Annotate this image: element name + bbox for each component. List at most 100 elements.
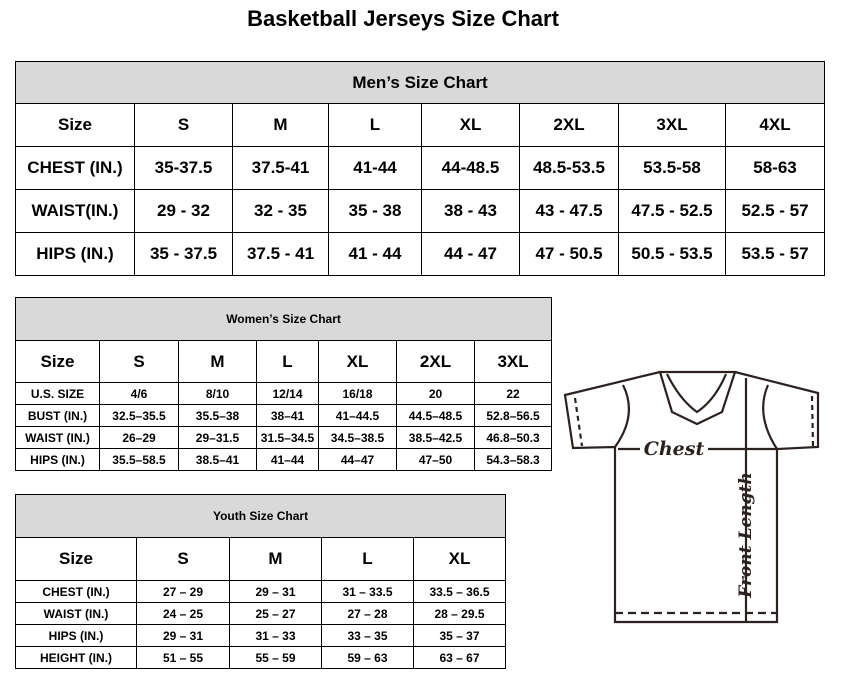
table-row: HIPS (IN.) 35 - 37.5 37.5 - 41 41 - 44 44 - … xyxy=(15,232,826,276)
column-header: 3XL xyxy=(473,340,553,383)
header-row: Size S M L XL xyxy=(15,537,507,581)
table-cell: 29–31.5 xyxy=(178,426,257,449)
table-cell: 54.3–58.3 xyxy=(473,448,553,471)
table-cell: 35 - 38 xyxy=(328,189,422,233)
column-header: XL xyxy=(318,340,397,383)
row-label: HIPS (IN.) xyxy=(15,232,135,276)
table-cell: 47–50 xyxy=(396,448,475,471)
table-row: WAIST(IN.) 29 - 32 32 - 35 35 - 38 38 - 43 43… xyxy=(15,189,826,233)
table-row: CHEST (IN.) 27 – 29 29 – 31 31 – 33.5 33.5 –… xyxy=(15,580,507,603)
table-cell: 4/6 xyxy=(99,382,179,405)
table-cell: 27 – 29 xyxy=(136,580,230,603)
table-cell: 47.5 - 52.5 xyxy=(618,189,726,233)
table-cell: 44.5–48.5 xyxy=(396,404,475,427)
row-label: U.S. SIZE xyxy=(15,382,100,405)
womens-size-table: Women’s Size Chart Size S M L XL 2XL 3XL U.S. SI… xyxy=(14,297,553,471)
row-label: CHEST (IN.) xyxy=(15,146,135,190)
table-cell: 58-63 xyxy=(724,146,826,190)
header-row: Size S M L XL 2XL 3XL xyxy=(15,340,553,383)
table-cell: 34.5–38.5 xyxy=(318,426,397,449)
table-cell: 12/14 xyxy=(256,382,319,405)
table-cell: 37.5 - 41 xyxy=(232,232,329,276)
table-cell: 25 – 27 xyxy=(229,602,322,625)
table-title: Men’s Size Chart xyxy=(14,61,826,104)
table-cell: 55 – 59 xyxy=(229,646,322,669)
table-cell: 63 – 67 xyxy=(412,646,507,669)
table-cell: 44–47 xyxy=(318,448,397,471)
column-header: 4XL xyxy=(724,103,826,147)
youth-size-table: Youth Size Chart Size S M L XL CHEST (IN.) 27 –… xyxy=(14,494,507,669)
table-cell: 52.5 - 57 xyxy=(724,189,826,233)
table-cell: 31 – 33.5 xyxy=(321,580,414,603)
column-header: L xyxy=(328,103,422,147)
mens-size-table: Men’s Size Chart Size S M L XL 2XL 3XL 4XL CHEST … xyxy=(14,61,826,276)
table-row: HIPS (IN.) 35.5–58.5 38.5–41 41–44 44–47 47–5… xyxy=(15,448,553,471)
column-header: Size xyxy=(15,340,100,383)
table-row: CHEST (IN.) 35-37.5 37.5-41 41-44 44-48.5 48.… xyxy=(15,146,826,190)
row-label: WAIST (IN.) xyxy=(15,426,100,449)
table-cell: 26–29 xyxy=(99,426,179,449)
table-cell: 22 xyxy=(473,382,553,405)
table-cell: 31.5–34.5 xyxy=(256,426,319,449)
table-cell: 46.8–50.3 xyxy=(473,426,553,449)
row-label: WAIST (IN.) xyxy=(15,602,137,625)
table-cell: 53.5-58 xyxy=(618,146,726,190)
row-label: HEIGHT (IN.) xyxy=(15,646,137,669)
table-cell: 41–44.5 xyxy=(318,404,397,427)
column-header: Size xyxy=(15,537,137,581)
table-cell: 31 – 33 xyxy=(229,624,322,647)
page-title: Basketball Jerseys Size Chart xyxy=(247,6,559,31)
column-header: XL xyxy=(412,537,507,581)
table-cell: 41–44 xyxy=(256,448,319,471)
row-label: WAIST(IN.) xyxy=(15,189,135,233)
table-cell: 29 – 31 xyxy=(136,624,230,647)
table-cell: 37.5-41 xyxy=(232,146,329,190)
table-title: Youth Size Chart xyxy=(14,494,507,538)
table-cell: 35 – 37 xyxy=(412,624,507,647)
table-cell: 44-48.5 xyxy=(421,146,520,190)
table-cell: 24 – 25 xyxy=(136,602,230,625)
row-label: CHEST (IN.) xyxy=(15,580,137,603)
column-header: L xyxy=(256,340,319,383)
front-length-label: Front Length xyxy=(736,472,756,598)
column-header: M xyxy=(178,340,257,383)
table-row: WAIST (IN.) 24 – 25 25 – 27 27 – 28 28 – 29.… xyxy=(15,602,507,625)
table-row: WAIST (IN.) 26–29 29–31.5 31.5–34.5 34.5–38.… xyxy=(15,426,553,449)
table-cell: 33.5 – 36.5 xyxy=(412,580,507,603)
table-cell: 16/18 xyxy=(318,382,397,405)
table-cell: 35 - 37.5 xyxy=(134,232,233,276)
table-cell: 32.5–35.5 xyxy=(99,404,179,427)
table-row: HIPS (IN.) 29 – 31 31 – 33 33 – 35 35 – 37 xyxy=(15,624,507,647)
table-cell: 59 – 63 xyxy=(321,646,414,669)
table-cell: 35.5–58.5 xyxy=(99,448,179,471)
column-header: S xyxy=(136,537,230,581)
chest-label: Chest xyxy=(644,438,705,460)
table-cell: 44 - 47 xyxy=(421,232,520,276)
table-row: BUST (IN.) 32.5–35.5 35.5–38 38–41 41–44.5 44… xyxy=(15,404,553,427)
column-header: L xyxy=(321,537,414,581)
table-cell: 38 - 43 xyxy=(421,189,520,233)
table-cell: 38.5–41 xyxy=(178,448,257,471)
table-cell: 29 – 31 xyxy=(229,580,322,603)
column-header: XL xyxy=(421,103,520,147)
table-cell: 20 xyxy=(396,382,475,405)
table-cell: 38–41 xyxy=(256,404,319,427)
table-cell: 53.5 - 57 xyxy=(724,232,826,276)
table-cell: 41-44 xyxy=(328,146,422,190)
row-label: BUST (IN.) xyxy=(15,404,100,427)
column-header: 2XL xyxy=(396,340,475,383)
t-shirt-icon: Chest Front Length xyxy=(563,370,820,624)
table-row: HEIGHT (IN.) 51 – 55 55 – 59 59 – 63 63 – 67 xyxy=(15,646,507,669)
table-cell: 32 - 35 xyxy=(232,189,329,233)
column-header: S xyxy=(134,103,233,147)
table-cell: 38.5–42.5 xyxy=(396,426,475,449)
column-header: 3XL xyxy=(618,103,726,147)
header-row: Size S M L XL 2XL 3XL 4XL xyxy=(15,103,826,147)
table-row: U.S. SIZE 4/6 8/10 12/14 16/18 20 22 xyxy=(15,382,553,405)
table-cell: 47 - 50.5 xyxy=(519,232,619,276)
table-cell: 48.5-53.5 xyxy=(519,146,619,190)
table-cell: 27 – 28 xyxy=(321,602,414,625)
column-header: S xyxy=(99,340,179,383)
table-cell: 8/10 xyxy=(178,382,257,405)
column-header: M xyxy=(229,537,322,581)
